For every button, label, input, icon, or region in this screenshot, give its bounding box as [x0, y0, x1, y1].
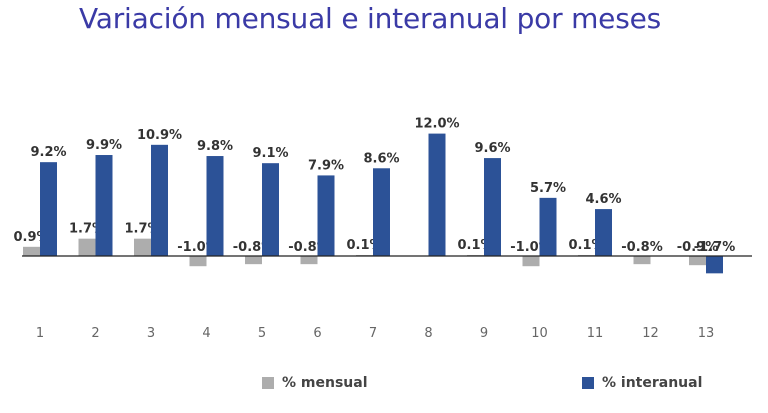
bar-mensual-3 [134, 238, 151, 256]
data-label-interanual-7: 8.6% [363, 151, 399, 166]
bar-interanual-1 [40, 162, 57, 256]
chart-title: Variación mensual e interanual por meses [78, 2, 662, 35]
data-label-interanual-8: 12.0% [414, 117, 459, 132]
x-tick-label-3: 3 [147, 326, 155, 341]
bar-mensual-4 [189, 256, 207, 267]
x-tick-label-7: 7 [369, 326, 377, 341]
data-label-interanual-6: 7.9% [308, 158, 344, 173]
data-label-interanual-10: 5.7% [530, 181, 566, 196]
bar-mensual-13 [689, 256, 706, 266]
legend-label-mensual: % mensual [282, 375, 368, 391]
bar-interanual-2 [95, 155, 113, 256]
data-label-interanual-13: -1.7% [694, 240, 735, 255]
bar-mensual-6 [300, 256, 318, 265]
bar-mensual-2 [78, 238, 96, 256]
x-tick-label-6: 6 [313, 326, 321, 341]
bar-interanual-7 [373, 168, 390, 256]
x-tick-label-12: 12 [642, 326, 659, 341]
x-tick-label-2: 2 [91, 326, 99, 341]
data-label-interanual-4: 9.8% [197, 139, 233, 154]
legend-label-interanual: % interanual [602, 375, 703, 391]
x-tick-label-1: 1 [36, 326, 44, 341]
legend: % mensual % interanual [0, 375, 768, 399]
bar-interanual-5 [262, 163, 279, 256]
x-tick-label-13: 13 [698, 326, 715, 341]
bar-mensual-10 [522, 256, 540, 267]
data-label-interanual-2: 9.9% [86, 138, 122, 153]
bar-interanual-13 [706, 256, 723, 274]
x-tick-label-10: 10 [531, 326, 548, 341]
bar-mensual-12 [633, 256, 651, 265]
data-label-interanual-1: 9.2% [30, 145, 66, 160]
bar-interanual-4 [206, 156, 224, 256]
legend-item-mensual: % mensual [262, 375, 368, 391]
x-tick-label-11: 11 [587, 326, 604, 341]
data-label-interanual-3: 10.9% [137, 128, 182, 143]
bar-mensual-1 [23, 246, 40, 256]
x-tick-label-4: 4 [202, 326, 210, 341]
bar-mensual-5 [245, 256, 262, 265]
bar-interanual-8 [428, 133, 446, 256]
data-label-mensual-12: -0.8% [621, 240, 662, 255]
legend-swatch-interanual [582, 377, 594, 389]
data-label-interanual-9: 9.6% [474, 141, 510, 156]
bar-interanual-9 [484, 158, 501, 256]
bar-interanual-3 [151, 144, 168, 256]
legend-item-interanual: % interanual [582, 375, 702, 391]
bar-interanual-6 [317, 175, 335, 256]
data-label-interanual-5: 9.1% [252, 146, 288, 161]
data-label-mensual-13: -0.9% [677, 240, 718, 255]
x-tick-label-8: 8 [424, 326, 432, 341]
bar-interanual-10 [539, 197, 557, 256]
legend-swatch-mensual [262, 377, 274, 389]
bar-interanual-11 [595, 209, 612, 256]
data-label-interanual-11: 4.6% [585, 192, 621, 207]
x-tick-label-5: 5 [258, 326, 266, 341]
x-tick-label-9: 9 [480, 326, 488, 341]
